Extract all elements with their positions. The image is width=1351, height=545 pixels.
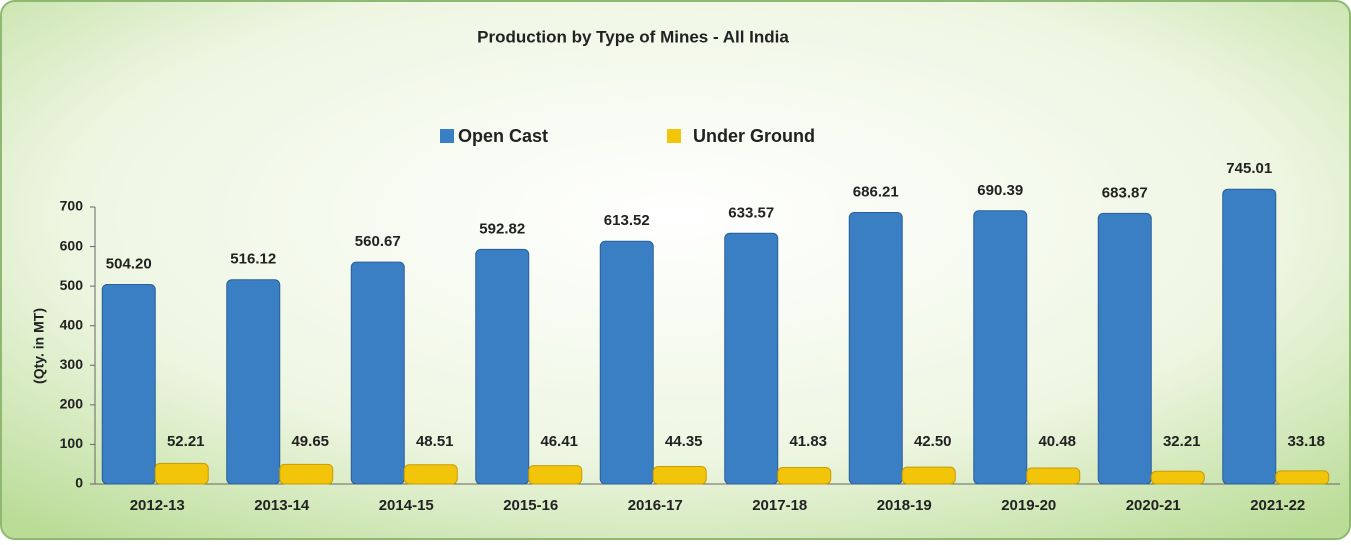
bar	[1150, 470, 1205, 485]
legend-swatch	[440, 129, 454, 143]
data-label: 46.41	[540, 433, 578, 450]
y-tick-label: 700	[60, 198, 84, 214]
y-axis-title: (Qty. in MT)	[31, 308, 47, 384]
data-label: 32.21	[1163, 433, 1201, 450]
bar	[1275, 470, 1330, 485]
bar	[154, 462, 209, 485]
legend-label: Under Ground	[693, 126, 815, 146]
bar	[528, 465, 583, 485]
bar	[848, 211, 903, 485]
chart-title: Production by Type of Mines - All India	[477, 27, 789, 46]
data-label: 48.51	[416, 433, 454, 450]
x-tick-label: 2013-14	[254, 497, 310, 514]
bar	[1222, 188, 1277, 485]
x-tick-label: 2020-21	[1126, 497, 1181, 514]
y-tick-label: 300	[60, 356, 84, 372]
x-tick-label: 2016-17	[628, 497, 683, 514]
legend-label: Open Cast	[458, 126, 548, 146]
bar	[901, 466, 956, 485]
data-label: 686.21	[853, 183, 899, 200]
bar	[475, 248, 530, 485]
y-tick-label: 500	[60, 277, 84, 293]
data-label: 49.65	[291, 433, 329, 450]
y-tick-label: 400	[60, 316, 84, 332]
bar	[226, 279, 281, 485]
legend-swatch	[667, 129, 681, 143]
bar	[1097, 212, 1152, 485]
x-tick-label: 2021-22	[1250, 497, 1305, 514]
y-tick-label: 100	[60, 435, 84, 451]
data-label: 633.57	[728, 204, 774, 221]
x-tick-label: 2017-18	[752, 497, 807, 514]
bar	[403, 464, 458, 485]
data-label: 52.21	[167, 433, 205, 450]
data-label: 592.82	[479, 220, 525, 237]
x-tick-label: 2012-13	[130, 497, 185, 514]
bar	[1026, 467, 1081, 485]
x-tick-label: 2015-16	[503, 497, 558, 514]
y-tick-label: 600	[60, 237, 84, 253]
data-label: 33.18	[1287, 433, 1325, 450]
data-label: 745.01	[1226, 160, 1272, 177]
bar	[279, 463, 334, 485]
x-tick-label: 2019-20	[1001, 497, 1056, 514]
data-label: 690.39	[977, 182, 1023, 199]
bar	[599, 240, 654, 485]
bar	[973, 210, 1028, 485]
data-label: 560.67	[355, 233, 401, 250]
data-label: 42.50	[914, 433, 952, 450]
data-label: 683.87	[1102, 184, 1148, 201]
data-label: 516.12	[230, 251, 276, 268]
bar	[101, 283, 156, 485]
data-label: 41.83	[789, 433, 827, 450]
data-label: 613.52	[604, 212, 650, 229]
x-tick-label: 2014-15	[379, 497, 434, 514]
data-label: 40.48	[1038, 433, 1076, 450]
y-tick-label: 0	[75, 475, 83, 491]
bar	[350, 261, 405, 485]
bar	[652, 465, 707, 485]
x-tick-label: 2018-19	[877, 497, 932, 514]
y-tick-label: 200	[60, 396, 84, 412]
bar	[777, 466, 832, 485]
bar	[724, 232, 779, 485]
data-label: 504.20	[106, 255, 152, 272]
data-label: 44.35	[665, 433, 703, 450]
